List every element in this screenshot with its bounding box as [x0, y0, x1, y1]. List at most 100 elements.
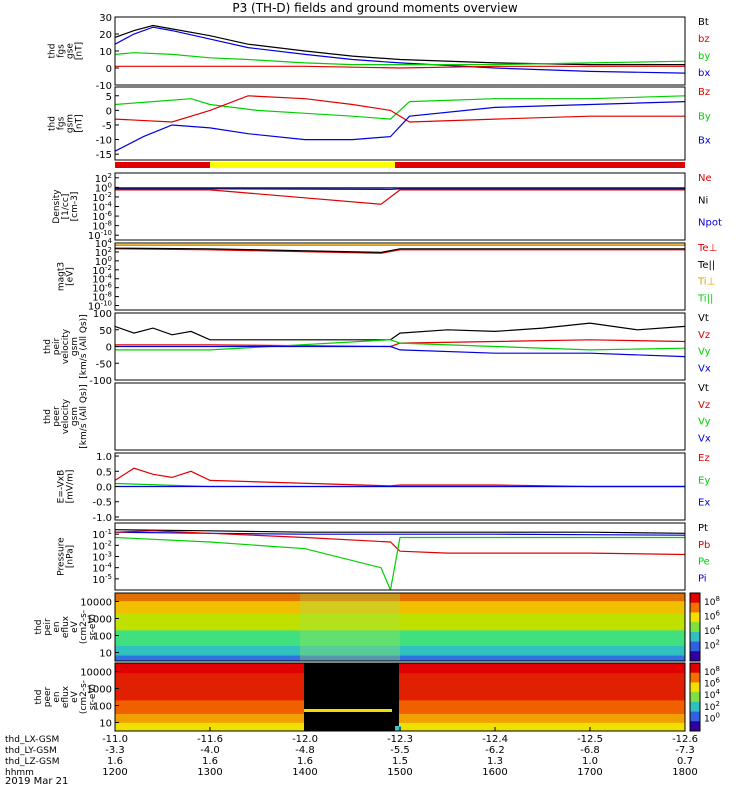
- y-axis-label: thd: [43, 409, 53, 424]
- colorbar-segment: [690, 672, 700, 683]
- spectrogram-band: [115, 646, 685, 657]
- y-axis-label: en: [52, 621, 62, 632]
- colorbar-segment: [690, 641, 700, 652]
- peir_spectrogram-image: [115, 593, 685, 662]
- x-tick-label: -12.6: [672, 734, 698, 745]
- spectrogram-mode-line: [304, 709, 392, 712]
- legend-entry: Vz: [698, 400, 710, 411]
- x-tick-label: 1300: [197, 767, 222, 778]
- y-axis-label: en: [52, 691, 62, 702]
- y-axis-label: thd: [48, 116, 58, 131]
- y-tick-label: -15: [96, 150, 112, 161]
- peir_spectrogram-colorbar: [689, 592, 701, 662]
- y-tick-label: 1.0: [96, 452, 112, 463]
- x-tick-label: -12.4: [482, 734, 508, 745]
- y-tick-label: -1.0: [92, 513, 112, 524]
- y-tick-label: 5: [106, 92, 112, 103]
- y-axis-label: eflux: [61, 615, 71, 638]
- legend-entry: Vy: [698, 347, 711, 358]
- spectrogram-band: [115, 613, 685, 631]
- series-line-by: [115, 52, 685, 66]
- legend-entry: Bx: [698, 136, 711, 147]
- y-tick-label: 10000: [80, 598, 112, 609]
- y-axis-label: [mV/m]: [66, 470, 76, 504]
- y-axis-label: peir: [52, 337, 62, 355]
- series-line-ez: [115, 467, 685, 488]
- y-axis-label: eV: [70, 690, 80, 703]
- x-tick-label: 0.7: [677, 756, 693, 767]
- colorbar-segment: [690, 692, 700, 703]
- x-tick-label: 1500: [387, 767, 412, 778]
- legend-entry: Ti⊥: [697, 277, 715, 288]
- series-line-vx: [115, 345, 685, 358]
- y-axis-label: gsm: [70, 407, 80, 426]
- legend-entry: Ti||: [697, 293, 713, 304]
- colorbar-segment: [690, 622, 700, 633]
- spectrogram-band: [115, 655, 685, 662]
- series-line-te: [115, 247, 685, 254]
- y-tick-label: 10000: [80, 668, 112, 679]
- fgs_gse-frame: [114, 16, 686, 86]
- series-line-bt: [115, 24, 685, 66]
- legend-entry: Te⊥: [697, 243, 717, 254]
- x-tick-label: 1.6: [107, 756, 123, 767]
- y-axis-label: [cm-3]: [70, 192, 80, 222]
- colorbar-segment: [690, 711, 700, 722]
- ephemeris-row-label: thd_LX-GSM: [5, 735, 59, 745]
- spectrogram-marker: [395, 726, 401, 731]
- y-axis-label: gsm: [70, 337, 80, 356]
- spectrogram-band: [115, 593, 685, 602]
- colorbar-segment: [690, 602, 700, 613]
- y-tick-label: 0: [106, 106, 112, 117]
- fgs_gse-plot-area: [115, 24, 685, 74]
- y-axis-label: thd: [43, 339, 53, 354]
- colorbar-tick-label: 100: [704, 711, 720, 724]
- x-tick-label: 1400: [292, 767, 317, 778]
- x-tick-label: -6.8: [580, 745, 600, 756]
- y-axis-label: thd: [34, 690, 44, 705]
- density-frame: [114, 172, 686, 241]
- colorbar-frame: [689, 592, 701, 662]
- y-axis-label: [1/cc]: [61, 194, 71, 220]
- fgs_gsm-plot-area: [115, 95, 685, 152]
- y-tick-label: 100: [93, 702, 112, 713]
- series-line-bz: [115, 65, 685, 69]
- y-axis-label: E=-VxB: [57, 470, 67, 504]
- legend-entry: Pi: [698, 573, 707, 584]
- legend-entry: by: [698, 51, 710, 62]
- legend-entry: Vz: [698, 330, 710, 341]
- peer_velocity-frame: [114, 382, 686, 451]
- mode-bar-segment: [210, 162, 395, 168]
- y-tick-label: 50: [99, 326, 112, 337]
- series-line-bz: [115, 95, 685, 123]
- series-line-pb: [115, 530, 685, 556]
- efield-plot-area: [115, 467, 685, 488]
- colorbar-segment: [690, 631, 700, 643]
- x-tick-label: -11.0: [102, 734, 128, 745]
- pressure-plot-area: [115, 529, 685, 590]
- y-axis-label: velocity: [61, 398, 71, 434]
- spectrogram-band: [115, 601, 685, 614]
- y-axis-label: gse: [66, 43, 76, 59]
- date-label: 2019 Mar 21: [5, 776, 69, 787]
- peer_spectrogram-image: [115, 663, 685, 732]
- ephemeris-row-label: thd_LZ-GSM: [5, 757, 60, 767]
- series-line-by: [115, 95, 685, 120]
- colorbar-segment: [690, 663, 700, 674]
- x-tick-label: 1.6: [202, 756, 218, 767]
- colorbar-segment: [690, 612, 700, 623]
- x-tick-label: 1.6: [297, 756, 313, 767]
- legend-entry: Pb: [698, 540, 710, 551]
- legend-entry: Bt: [698, 17, 709, 28]
- series-line-pe: [115, 536, 685, 590]
- legend-entry: Vy: [698, 417, 711, 428]
- x-tick-label: 1.0: [582, 756, 598, 767]
- colorbar-tick-label: 108: [704, 595, 720, 608]
- legend-entry: Pe: [698, 557, 710, 568]
- legend-entry: Vt: [698, 313, 709, 324]
- colorbar-tick-label: 102: [704, 639, 720, 652]
- peir_velocity-plot-area: [115, 322, 685, 358]
- y-tick-label: -50: [96, 359, 112, 370]
- y-tick-label: 100: [93, 309, 112, 320]
